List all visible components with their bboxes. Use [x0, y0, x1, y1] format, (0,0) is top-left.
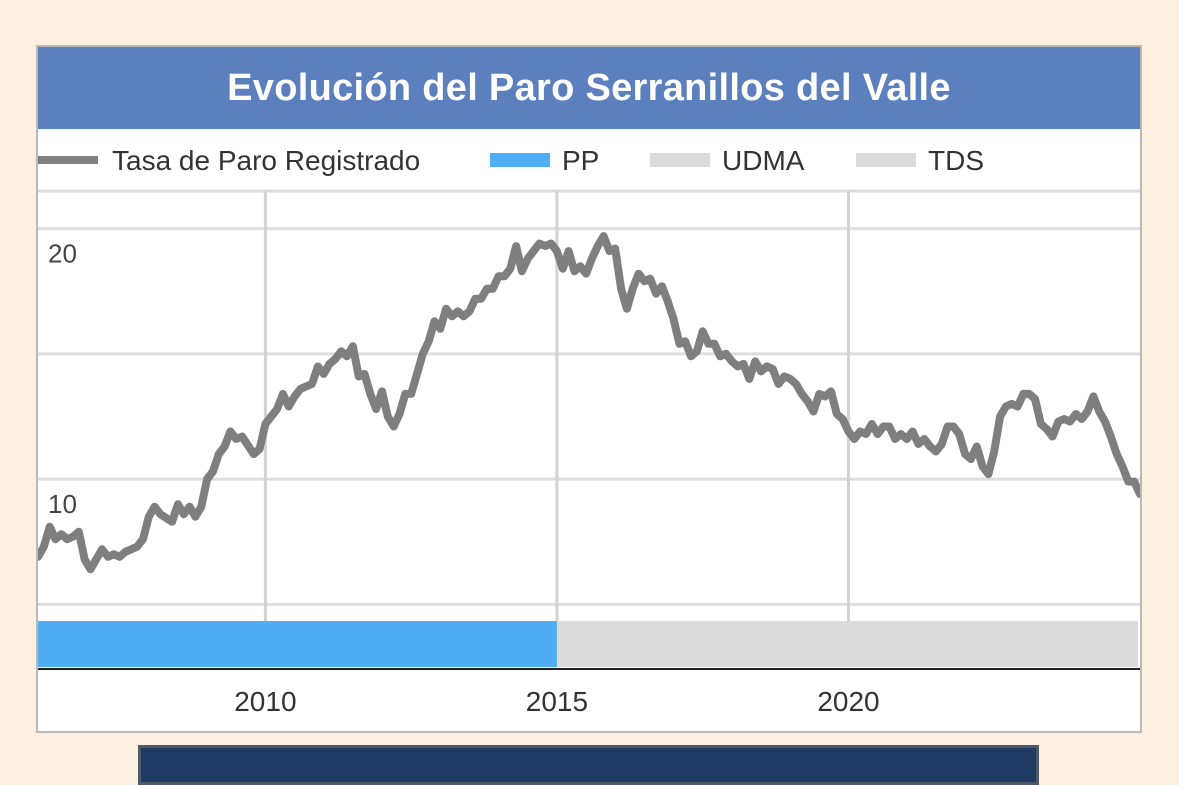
legend: Tasa de Paro Registrado PP UDMA TDS: [38, 129, 1140, 191]
x-tick-label: 2020: [817, 686, 879, 717]
period-bar-udma: [556, 621, 587, 667]
x-tick-label: 2010: [234, 686, 296, 717]
chart-title: Evolución del Paro Serranillos del Valle: [38, 47, 1140, 129]
legend-swatch-tds: [856, 153, 916, 167]
y-tick-label: 10: [48, 489, 77, 519]
legend-label-tasa: Tasa de Paro Registrado: [112, 145, 421, 176]
legend-swatch-udma: [650, 153, 710, 167]
period-bar-pp: [38, 621, 557, 667]
legend-swatch-line: [38, 156, 98, 164]
bottom-panel: [138, 745, 1039, 785]
legend-label-udma: UDMA: [722, 145, 805, 176]
legend-label-tds: TDS: [928, 145, 984, 176]
series-line-tasa-de-paro: [38, 232, 1140, 574]
legend-label-pp: PP: [562, 145, 600, 176]
period-bar-tds: [586, 621, 1138, 667]
x-tick-label: 2015: [526, 686, 588, 717]
chart-card: Evolución del Paro Serranillos del Valle…: [36, 45, 1142, 733]
y-tick-label: 20: [48, 239, 77, 269]
legend-swatch-pp: [490, 153, 550, 167]
